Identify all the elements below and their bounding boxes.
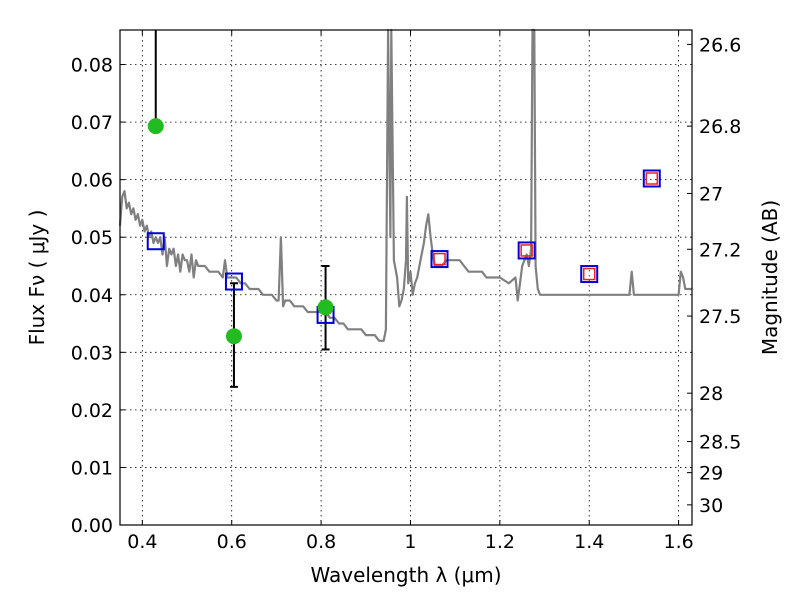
plot-frame: [119, 29, 693, 526]
model-point-inner: [520, 244, 533, 257]
y-tick-label: 0.03: [71, 342, 113, 364]
grid-lines: [120, 30, 692, 525]
x-axis-label: Wavelength λ (μm): [310, 563, 501, 587]
y-tick-label: 0.00: [71, 515, 113, 537]
observed-point: [317, 299, 334, 316]
model-point-inner: [433, 252, 446, 266]
observed-point: [147, 118, 164, 135]
x-tick-label: 0.8: [306, 531, 336, 553]
x-tick-label: 1.6: [663, 531, 693, 553]
right-tick-label: 27.5: [699, 306, 741, 328]
right-tick-label: 27: [699, 183, 723, 205]
right-tick-label: 26.8: [699, 116, 741, 138]
right-tick-label: 29: [699, 463, 723, 485]
x-tick-label: 0.4: [127, 531, 157, 553]
model-point-outer: [146, 232, 165, 251]
right-tick-label: 28.5: [699, 432, 741, 454]
model-photometry-squares: [146, 169, 661, 324]
y-tick-label: 0.01: [71, 457, 113, 479]
model-point-outer: [430, 250, 449, 269]
y-tick-label: 0.07: [71, 112, 113, 134]
x-tick-label: 1: [404, 531, 416, 553]
y-tick-label: 0.08: [71, 55, 113, 77]
observed-point: [225, 328, 242, 345]
model-point-inner: [582, 267, 596, 281]
x-tick-label: 1.4: [574, 531, 604, 553]
right-tick-label: 30: [699, 495, 723, 517]
y-tick-label: 0.05: [71, 227, 113, 249]
spectrum-line: [118, 28, 692, 342]
right-tick-label: 28: [699, 383, 723, 405]
y-axis-label: Flux Fν ( μJy ): [25, 210, 49, 346]
model-point-inner: [645, 172, 659, 185]
y-tick-label: 0.04: [71, 285, 113, 307]
model-point-outer: [642, 169, 661, 188]
spectrum-series: [118, 28, 692, 342]
y-tick-label: 0.02: [71, 400, 113, 422]
model-point-outer: [580, 265, 599, 284]
x-tick-label: 1.2: [485, 531, 515, 553]
x-tick-label: 0.6: [217, 531, 247, 553]
axis-ticks: 0.4 0.6 0.8 1 1.2 1.4 1.6 0.00 0.01 0.02 0.03 0.04 0…: [71, 30, 741, 553]
right-axis-label: Magnitude (AB): [758, 200, 782, 355]
model-point-outer: [224, 272, 243, 291]
right-tick-label: 27.2: [699, 239, 741, 261]
right-tick-label: 26.6: [699, 34, 741, 56]
observed-photometry-dots: [147, 118, 334, 345]
model-point-outer: [517, 241, 536, 260]
y-tick-label: 0.06: [71, 170, 113, 192]
